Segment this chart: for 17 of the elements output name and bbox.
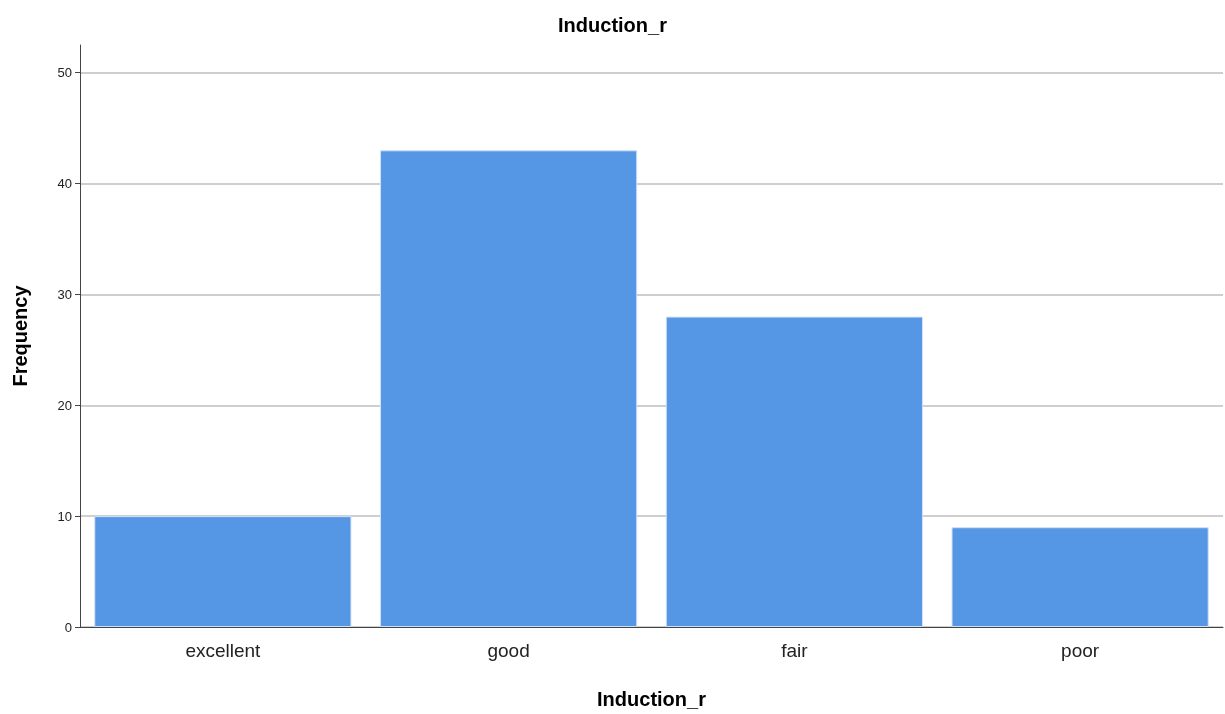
y-tick-label: 40 — [57, 176, 72, 192]
x-axis-title: Induction_r — [597, 688, 707, 710]
y-tick-label: 10 — [57, 508, 72, 524]
bar — [380, 150, 638, 627]
x-tick-label: poor — [1061, 640, 1100, 661]
x-tick-label: excellent — [185, 640, 262, 661]
y-tick-label: 30 — [57, 286, 72, 302]
x-tick-label: good — [487, 640, 530, 661]
bar — [951, 527, 1209, 627]
bar — [665, 316, 923, 627]
bar — [94, 516, 352, 627]
x-tick-label: fair — [781, 640, 809, 661]
y-tick-label: 50 — [57, 65, 72, 81]
y-tick-label: 0 — [64, 619, 72, 635]
y-tick-label: 20 — [57, 397, 72, 413]
y-axis-title: Frequency — [9, 284, 31, 387]
chart-title: Induction_r — [558, 14, 668, 36]
